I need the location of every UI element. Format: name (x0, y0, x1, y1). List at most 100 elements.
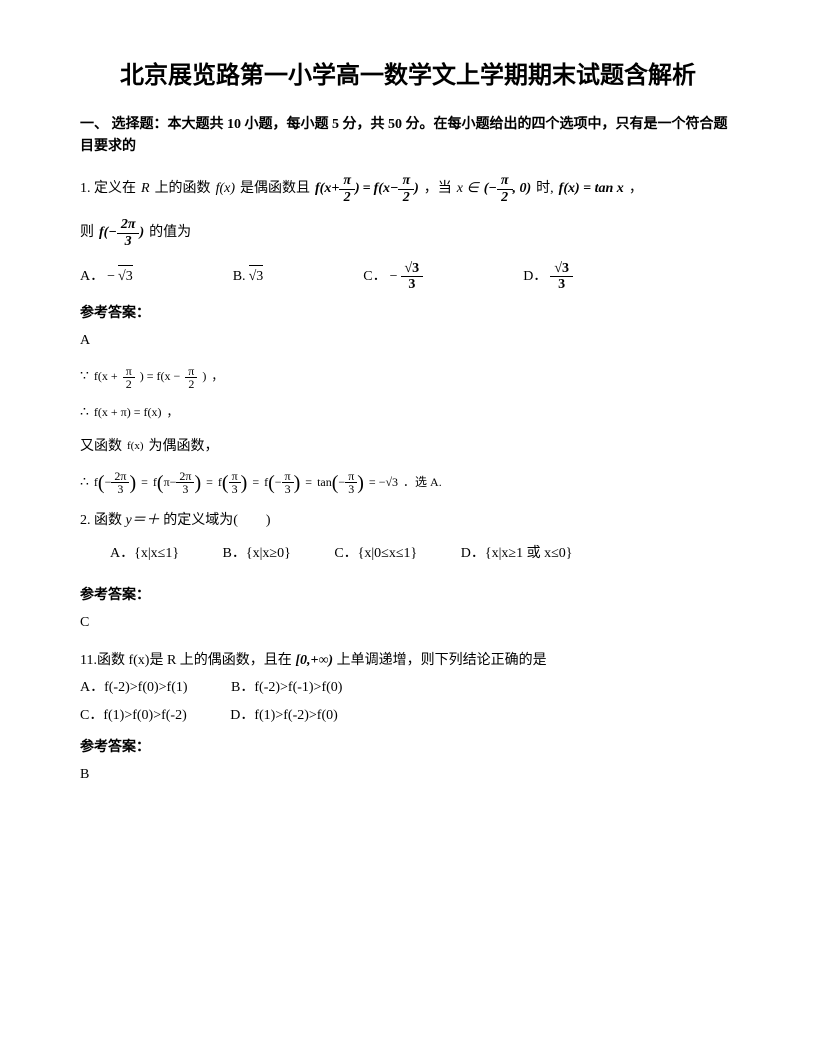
question-2: 2. 函数 y＝＋ 的定义域为( ) A．{x|x≤1} B．{x|x≥0} C… (80, 510, 736, 635)
q3-pre: 11.函数 f(x)是 R 上的偶函数，且在 (80, 653, 292, 668)
q1-c-frac: √33 (401, 261, 424, 293)
q1-flhs-post: ) (355, 178, 360, 200)
q2-y: y＝＋ (126, 513, 160, 528)
q3-answer-label: 参考答案： (80, 737, 736, 759)
q1-b-label: B. (233, 266, 246, 288)
q1-feq: = (363, 178, 371, 200)
q1-d-den: 3 (554, 277, 569, 292)
q2-option-b: B．{x|x≥0} (223, 546, 291, 561)
q1-int-frac: π2 (497, 173, 513, 205)
q1-option-b: B. √3 (233, 261, 264, 293)
q1-d-num: √3 (550, 261, 573, 277)
document-title: 北京展览路第一小学高一数学文上学期期末试题含解析 (80, 60, 736, 94)
q2-options: A．{x|x≤1} B．{x|x≥0} C．{x|0≤x≤1} D．{x|x≥1… (110, 543, 736, 565)
q1-ze: 则 (80, 222, 94, 244)
q2-answer: C (80, 612, 736, 634)
q3-option-d: D．f(1)>f(-2)>f(0) (230, 708, 338, 723)
q1-s4-t3: f(π3) (218, 470, 247, 495)
q1-tpost: ) (139, 222, 144, 244)
q1-s1rd: 2 (185, 378, 197, 390)
q1-flhs-pre: f(x+ (315, 178, 339, 200)
q1-d-frac: √33 (550, 261, 573, 293)
q3-options-row1: A．f(-2)>f(0)>f(1) B．f(-2)>f(-1)>f(0) (80, 677, 736, 699)
q1-frhs-pre: f(x− (374, 178, 399, 200)
q1-stem-line2: 则 f(− 2π3 ) 的值为 (80, 217, 736, 249)
q1-a-sign: − (107, 266, 115, 288)
s41d: 3 (114, 483, 126, 495)
q1-s3fx: f(x) (127, 438, 144, 456)
q3-stem: 11.函数 f(x)是 R 上的偶函数，且在 [0,+∞) 上单调递增，则下列结… (80, 650, 736, 672)
q3-option-b: B．f(-2)>f(-1)>f(0) (231, 680, 342, 695)
q1-dang: ，当 (424, 178, 452, 200)
q1-option-c: C． − √33 (363, 261, 423, 293)
q1-frhs-post: ) (414, 178, 419, 200)
q1-shi: 时, (536, 178, 554, 200)
q3-options-row2: C．f(1)>f(0)>f(-2) D．f(1)>f(-2)>f(0) (80, 705, 736, 727)
q1-flhs-num: π (339, 173, 355, 189)
q1-stem-line1: 1. 定义在 R 上的函数 f(x) 是偶函数且 f(x+ π2 ) = f(x… (80, 173, 736, 205)
q1-b-val: √3 (249, 265, 264, 288)
eq4: = (305, 473, 312, 492)
q1-dezhiwei: 的值为 (149, 222, 191, 244)
q3-interval: [0,+∞) (295, 653, 333, 668)
q1-option-d: D． √33 (523, 261, 573, 293)
q1-int-post: , 0) (513, 178, 532, 200)
q1-c-num: √3 (401, 261, 424, 277)
q1-option-a: A． − √3 (80, 261, 133, 293)
eq5: = −√3 (369, 473, 398, 492)
q2-option-a: A．{x|x≤1} (110, 546, 179, 561)
q2-answer-label: 参考答案： (80, 585, 736, 607)
s43d: 3 (229, 483, 241, 495)
q1-s1ld: 2 (123, 378, 135, 390)
q1-s4p: ∴ (80, 472, 89, 494)
s42d: 3 (179, 483, 191, 495)
q1-s4-t2: f(π−2π3) (153, 470, 201, 495)
q1-mid2: 是偶函数且 (240, 178, 310, 200)
q1-fxtanx: f(x) = tan x (559, 178, 624, 200)
eq1: = (141, 473, 148, 492)
q1-s3post: 为偶函数， (149, 436, 219, 458)
q1-formula: f(x+ π2 ) = f(x− π2 ) (315, 173, 419, 205)
q2-option-c: C．{x|0≤x≤1} (334, 546, 417, 561)
q1-tnum: 2π (117, 217, 140, 233)
q1-int-pre: (− (484, 178, 497, 200)
q1-flhs-den: 2 (340, 190, 355, 205)
q3-post: 上单调递增，则下列结论正确的是 (337, 653, 547, 668)
q1-s1rn: π (185, 365, 197, 378)
q1-mid1: 上的函数 (155, 178, 211, 200)
q1-c-sign: − (390, 266, 398, 288)
q1-s2e: ， (167, 403, 179, 422)
q1-s1-lfrac: π2 (123, 365, 135, 390)
q1-tpre: f(− (99, 222, 117, 244)
q1-step2: ∴ f(x + π) = f(x) ， (80, 402, 736, 424)
q1-comma: ， (629, 178, 643, 200)
q1-a-val: √3 (118, 265, 133, 288)
q1-int-den: 2 (497, 190, 512, 205)
eq3: = (252, 473, 259, 492)
q3-option-a: A．f(-2)>f(0)>f(1) (80, 680, 188, 695)
q1-c-den: 3 (404, 277, 419, 292)
q1-s2p: ∴ (80, 402, 89, 424)
q1-s1l: f(x + (94, 367, 118, 386)
q1-s4e: ．选 A. (403, 473, 442, 492)
q1-prefix: 1. 定义在 (80, 178, 136, 200)
q1-s1m: ) = f(x − (140, 367, 181, 386)
s44d: 3 (282, 483, 294, 495)
q1-tden: 3 (121, 234, 136, 249)
q1-flhs-frac: π2 (339, 173, 355, 205)
q1-s1-rfrac: π2 (185, 365, 197, 390)
q1-s1e: ， (211, 367, 223, 386)
q1-s1r: ) (202, 367, 206, 386)
q1-answer-label: 参考答案： (80, 303, 736, 325)
q1-s1p: ∵ (80, 366, 89, 388)
q2-post: 的定义域为( ) (163, 513, 270, 528)
q1-s4-t1: f(−2π3) (94, 470, 136, 495)
q1-s3pre: 又函数 (80, 436, 122, 458)
q1-d-label: D． (523, 266, 547, 288)
q2-pre: 2. 函数 (80, 513, 122, 528)
q1-tfrac: 2π3 (117, 217, 140, 249)
q1-R: R (141, 178, 150, 200)
q1-step3: 又函数 f(x) 为偶函数， (80, 436, 736, 458)
q1-step4: ∴ f(−2π3) = f(π−2π3) = f(π3) = f(−π3) = … (80, 470, 736, 495)
q3-answer: B (80, 764, 736, 786)
